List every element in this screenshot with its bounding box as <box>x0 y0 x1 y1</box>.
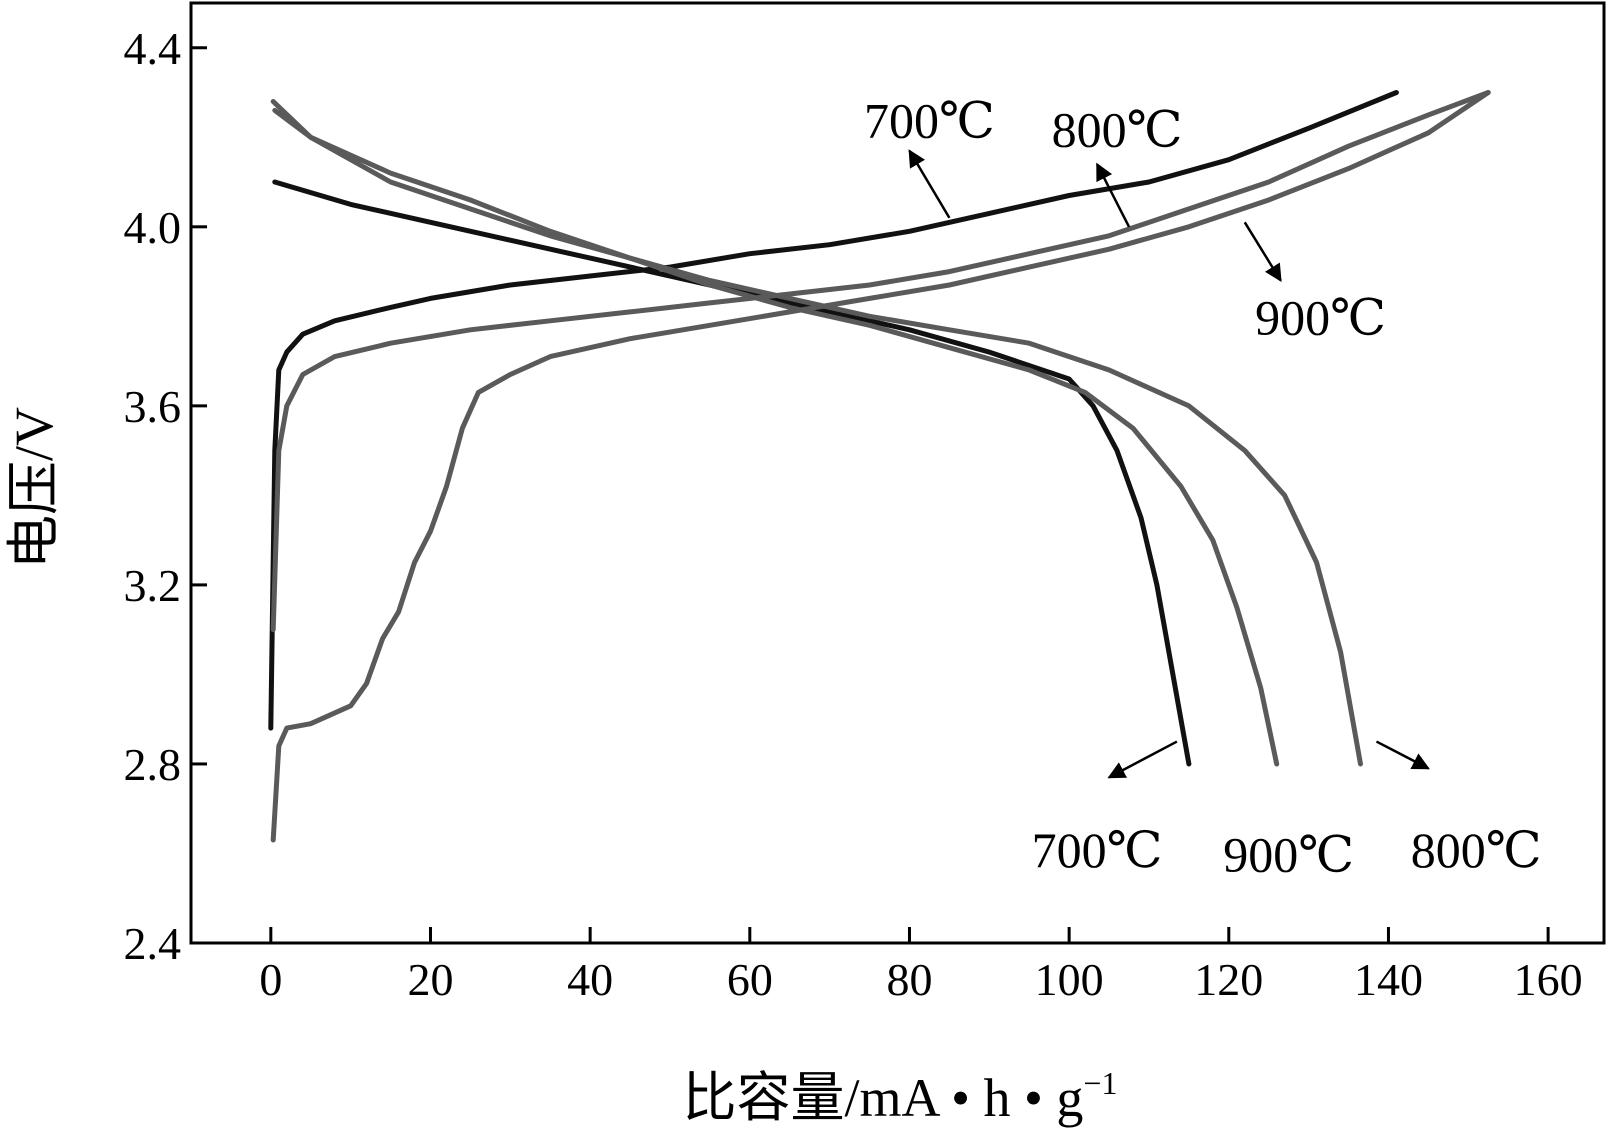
y-axis-title: 电压/V <box>4 407 64 569</box>
annotation-label-700: 700℃ <box>864 92 995 148</box>
x-tick-label: 120 <box>1194 954 1263 1005</box>
series-line-900-discharge <box>272 107 1280 767</box>
x-tick-label: 40 <box>567 954 613 1005</box>
annotation-label-800: 800℃ <box>1052 101 1183 157</box>
x-tick-label: 60 <box>727 954 773 1005</box>
x-tick-label: 100 <box>1035 954 1104 1005</box>
y-tick-label: 4.4 <box>124 23 182 74</box>
x-tick-label: 20 <box>407 954 453 1005</box>
series-line-800-discharge <box>270 99 1363 767</box>
series-line-700-charge <box>268 90 1399 731</box>
y-tick-label: 3.6 <box>124 381 182 432</box>
x-axis-title: 比容量/mA • h • g−1 <box>683 1065 1118 1128</box>
annotation-label-800: 800℃ <box>1411 822 1542 878</box>
series-layer <box>268 90 1491 843</box>
series-line-800-charge <box>270 90 1491 633</box>
x-axis-title-main: 比容量/mA • h • g <box>683 1068 1084 1128</box>
y-tick-label: 2.4 <box>124 918 182 969</box>
series-line-700-discharge <box>272 179 1192 767</box>
annotation-layer: 700℃ 800℃ 900℃ 700℃ 900℃ 800℃ <box>864 92 1542 882</box>
x-tick-label: 160 <box>1514 954 1583 1005</box>
annotation-label-900: 900℃ <box>1223 826 1354 882</box>
series-line-900-charge <box>270 90 1491 843</box>
annotation-label-700: 700℃ <box>1032 822 1163 878</box>
x-tick-label: 0 <box>259 954 282 1005</box>
y-tick-label: 3.2 <box>124 560 182 611</box>
annotation-arrow <box>1095 162 1131 228</box>
x-axis-ticks: 0 20 40 60 80 100 120 140 160 <box>259 927 1583 1005</box>
plot-frame <box>189 1 1606 945</box>
annotation-label-900: 900℃ <box>1255 289 1386 345</box>
y-tick-label: 4.0 <box>124 202 182 253</box>
x-tick-label: 80 <box>886 954 932 1005</box>
annotation-arrow <box>1107 740 1178 779</box>
y-axis-ticks: 2.4 2.8 3.2 3.6 4.0 4.4 <box>124 23 207 969</box>
x-axis-title-superscript: −1 <box>1083 1065 1117 1101</box>
annotation-arrow <box>908 149 951 219</box>
annotation-arrow <box>1375 740 1430 770</box>
x-tick-label: 140 <box>1354 954 1423 1005</box>
y-tick-label: 2.8 <box>124 739 182 790</box>
annotation-arrow <box>1243 221 1282 283</box>
